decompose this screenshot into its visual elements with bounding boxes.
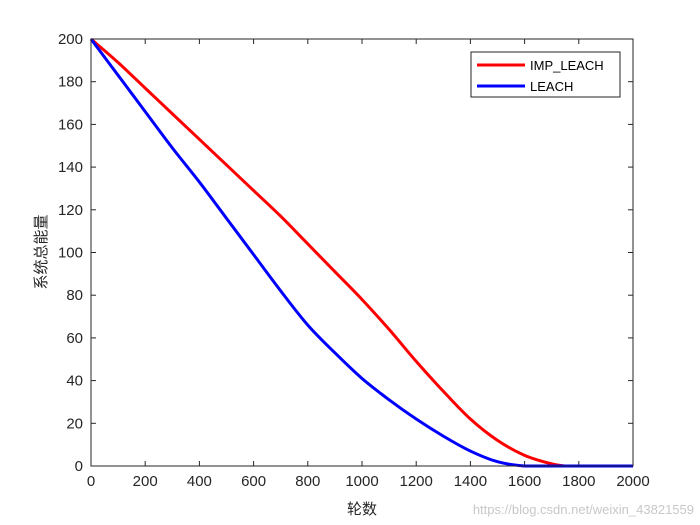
y-tick-label: 40 <box>66 373 83 390</box>
x-tick-label: 400 <box>187 473 212 490</box>
plot-background <box>91 39 633 466</box>
x-tick-label: 200 <box>133 473 158 490</box>
y-tick-label: 120 <box>58 202 83 219</box>
x-tick-label: 800 <box>295 473 320 490</box>
y-tick-label: 0 <box>75 458 83 475</box>
legend-label-imp-leach: IMP_LEACH <box>530 58 604 73</box>
y-tick-label: 160 <box>58 116 83 133</box>
legend: IMP_LEACH LEACH <box>470 51 621 98</box>
x-tick-label: 600 <box>241 473 266 490</box>
y-tick-labels: 0 20 40 60 80 100 120 140 160 180 200 <box>58 31 83 475</box>
legend-box <box>470 51 621 98</box>
x-tick-label: 1600 <box>508 473 541 490</box>
x-tick-label: 1200 <box>400 473 433 490</box>
x-tick-label: 0 <box>87 473 95 490</box>
y-tick-label: 20 <box>66 415 83 432</box>
plot-frame <box>90 38 634 467</box>
x-tick-label: 1400 <box>454 473 487 490</box>
y-tick-label: 80 <box>66 287 83 304</box>
x-tick-label: 1000 <box>345 473 378 490</box>
x-axis-label: 轮数 <box>347 500 377 518</box>
legend-label-leach: LEACH <box>530 79 573 94</box>
y-tick-label: 100 <box>58 245 83 262</box>
y-tick-label: 200 <box>58 31 83 48</box>
y-axis-label: 系统总能量 <box>32 214 50 289</box>
y-tick-label: 180 <box>58 74 83 91</box>
y-tick-label: 140 <box>58 159 83 176</box>
x-tick-labels: 0 200 400 600 800 1000 1200 1400 1600 1800 2000 <box>87 473 650 490</box>
y-tick-label: 60 <box>66 330 83 347</box>
watermark-text: https://blog.csdn.net/weixin_43821559 <box>473 502 694 517</box>
x-tick-label: 2000 <box>616 473 649 490</box>
x-tick-label: 1800 <box>562 473 595 490</box>
